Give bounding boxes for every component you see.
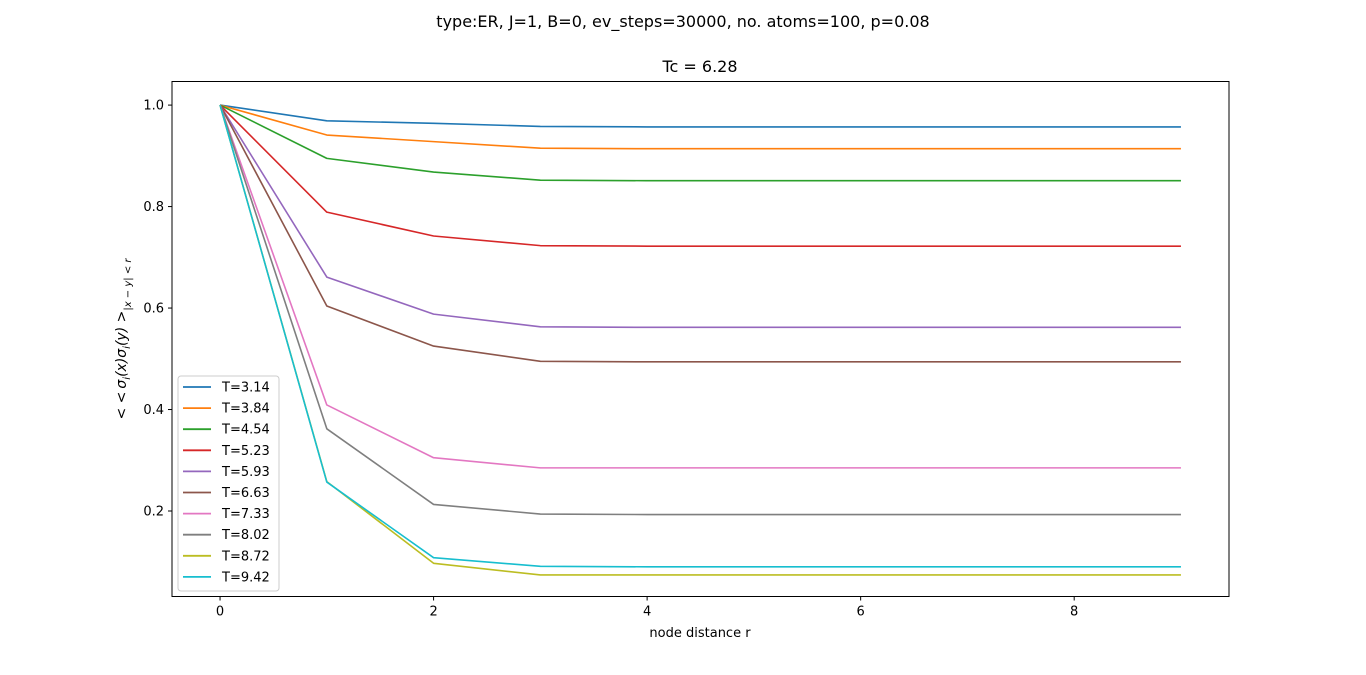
y-axis-label-subscript: |x − y| < r: [123, 258, 134, 311]
legend-label: T=8.02: [221, 528, 270, 543]
x-tick-label: 2: [429, 605, 437, 620]
x-tick-label: 6: [857, 605, 865, 620]
y-axis-label-index-2: i: [122, 346, 133, 349]
y-axis-ticks: 0.2 0.4 0.6 0.8 1.0: [143, 99, 172, 520]
series-line-1: [219, 104, 1181, 128]
y-tick-label: 0.8: [143, 200, 164, 215]
y-axis-label-prefix: < <: [114, 392, 130, 420]
x-axis-label: node distance r: [649, 626, 751, 641]
y-axis-label: < <σi(x)σi(y) >|x − y| < r: [114, 258, 134, 420]
y-axis-label-sigma-2: σ: [114, 348, 130, 358]
y-tick-label: 0.4: [143, 403, 164, 418]
legend-label: T=3.84: [221, 402, 270, 417]
x-tick-label: 8: [1070, 605, 1078, 620]
legend-label: T=7.33: [221, 507, 270, 522]
series-line-6: [219, 104, 1181, 363]
legend-label: T=4.54: [221, 423, 270, 438]
series-line-7: [219, 104, 1181, 469]
series-line-2: [219, 104, 1181, 150]
series-line-9: [219, 104, 1181, 576]
y-tick-label: 1.0: [143, 99, 164, 114]
legend-label: T=3.14: [221, 381, 270, 396]
y-tick-label: 0.2: [143, 505, 164, 520]
series-lines: [219, 104, 1181, 576]
legend-label: T=5.93: [221, 465, 270, 480]
y-axis-label-x: (x): [114, 358, 130, 377]
legend-label: T=8.72: [221, 549, 270, 564]
legend-label: T=9.42: [221, 570, 270, 585]
series-line-3: [219, 104, 1181, 182]
chart-title: Tc = 6.28: [661, 57, 737, 76]
legend-label: T=6.63: [221, 486, 270, 501]
plot-area-frame: [171, 81, 1230, 597]
x-axis-ticks: 0 2 4 6 8: [216, 596, 1078, 620]
y-axis-label-index-1: i: [122, 377, 133, 380]
y-tick-label: 0.6: [143, 302, 164, 317]
figure-suptitle: type:ER, J=1, B=0, ev_steps=30000, no. a…: [436, 12, 929, 32]
series-line-8: [219, 104, 1181, 516]
x-tick-label: 0: [216, 605, 224, 620]
series-line-4: [219, 104, 1181, 247]
y-axis-label-y: (y) >: [114, 311, 130, 346]
legend: T=3.14 T=3.84 T=4.54 T=5.23 T=5.93 T=6.63 T=7.…: [177, 375, 280, 592]
y-axis-label-sigma-1: σ: [114, 379, 130, 389]
legend-label: T=5.23: [221, 444, 270, 459]
series-line-5: [219, 104, 1181, 329]
series-line-10: [219, 104, 1181, 568]
x-tick-label: 4: [643, 605, 651, 620]
